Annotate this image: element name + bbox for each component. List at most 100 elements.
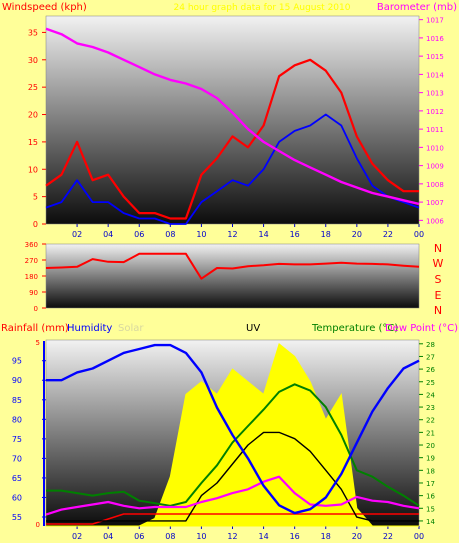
- y-tick-label: 270: [25, 257, 38, 265]
- y-tick-label: 80: [12, 415, 22, 424]
- y-tick-label: 360: [25, 241, 38, 249]
- x-tick-label: 06: [134, 230, 144, 239]
- y-tick-label: 0: [34, 305, 38, 313]
- dewpoint-line: [45, 475, 420, 516]
- y-tick-label: 1011: [426, 126, 444, 134]
- humidity-axis-label: Humidity: [67, 323, 112, 334]
- x-tick-label: 14: [258, 532, 268, 541]
- temperature-axis-label: Temperature (°C): [311, 323, 398, 334]
- average-wind-line: [45, 113, 420, 225]
- y-tick-label: 24: [426, 391, 435, 399]
- humidity-line: [46, 343, 420, 515]
- direction-series: [45, 252, 420, 280]
- y-tick-label: 1017: [426, 17, 444, 25]
- x-tick-label: 14: [258, 230, 268, 239]
- windspeed-line: [45, 58, 419, 220]
- x-tick-label: 18: [321, 230, 331, 239]
- y-tick-label: 25: [28, 83, 38, 92]
- x-tick-label: 06: [134, 532, 144, 541]
- y-tick-label: 28: [426, 341, 435, 349]
- barometer-line: [45, 27, 420, 206]
- y-tick-label: 70: [12, 454, 22, 463]
- y-tick-label: 20: [28, 111, 38, 120]
- direction-y-ticks: 0 90 180 270 360: [25, 241, 46, 313]
- windspeed-series: [45, 27, 420, 225]
- rainfall-tick-label: 0: [36, 521, 40, 529]
- windspeed-plot-area: [45, 15, 420, 225]
- compass-label-n2: N: [434, 304, 442, 317]
- y-tick-label: 21: [426, 429, 435, 437]
- x-tick-label: 00: [414, 230, 424, 239]
- y-tick-label: 180: [25, 273, 38, 281]
- y-tick-label: 5: [33, 193, 38, 202]
- y-tick-label: 1010: [426, 144, 444, 152]
- temperature-y-ticks: 14 15 16 17 18 19 20 21 22 23 24 25 26 27 28: [419, 341, 435, 526]
- temperature-line: [46, 383, 420, 507]
- barometer-y-ticks: 1006 1007 1008 1009 1010 1011 1012 1013 1014 1015…: [419, 17, 444, 225]
- y-tick-label: 60: [12, 493, 22, 502]
- x-tick-label: 08: [165, 532, 175, 541]
- y-tick-label: 1009: [426, 163, 444, 171]
- barometer-axis-label: Barometer (mb): [377, 2, 457, 13]
- x-tick-label: 12: [227, 230, 237, 239]
- x-tick-label: 22: [383, 532, 393, 541]
- y-tick-label: 15: [28, 138, 38, 147]
- y-tick-label: 85: [12, 396, 22, 405]
- direction-plot-area: [45, 243, 420, 309]
- y-tick-label: 19: [426, 455, 435, 463]
- x-tick-label: 10: [196, 532, 206, 541]
- temperature-series: [45, 342, 420, 527]
- y-tick-label: 14: [426, 518, 435, 526]
- y-tick-label: 55: [12, 513, 22, 522]
- compass-label-n: N: [434, 242, 442, 255]
- wind-direction-panel: 0 90 180 270 360 N W S E N: [25, 241, 444, 317]
- y-tick-label: 17: [426, 480, 435, 488]
- y-tick-label: 1015: [426, 53, 444, 61]
- compass-label-s: S: [435, 273, 442, 286]
- compass-label-w: W: [433, 257, 444, 270]
- y-tick-label: 90: [29, 289, 38, 297]
- y-tick-label: 1014: [426, 71, 444, 79]
- wind-direction-line: [45, 252, 420, 280]
- uv-label: UV: [246, 323, 260, 334]
- x-tick-label: 22: [383, 230, 393, 239]
- y-tick-label: 65: [12, 474, 22, 483]
- y-tick-label: 23: [426, 404, 435, 412]
- x-tick-label: 00: [414, 532, 424, 541]
- rainfall-tick-label: 5: [36, 339, 40, 347]
- y-tick-label: 95: [12, 357, 22, 366]
- temperature-panel: 55 60 65 70 75 80 85 90 95 14 15 16 17 18 19 20 21 22 23 2…: [12, 339, 436, 541]
- y-tick-label: 1008: [426, 181, 444, 189]
- y-tick-label: 30: [28, 56, 38, 65]
- windspeed-x-ticks: 02 04 06 08 10 12 14 16 18 20 22 00: [72, 224, 424, 239]
- y-tick-label: 1012: [426, 108, 444, 116]
- x-tick-label: 16: [290, 230, 300, 239]
- x-tick-label: 04: [103, 230, 113, 239]
- y-tick-label: 0: [33, 220, 38, 229]
- x-tick-label: 08: [165, 230, 175, 239]
- x-tick-label: 02: [72, 532, 82, 541]
- y-tick-label: 27: [426, 353, 435, 361]
- y-tick-label: 16: [426, 493, 435, 501]
- y-tick-label: 90: [12, 376, 22, 385]
- x-tick-label: 16: [290, 532, 300, 541]
- rainfall-y-ticks: 05: [36, 339, 45, 529]
- y-tick-label: 10: [28, 165, 38, 174]
- x-tick-label: 04: [103, 532, 113, 541]
- windspeed-y-ticks: 0 5 10 15 20 25 30 35: [28, 28, 46, 229]
- x-tick-label: 18: [321, 532, 331, 541]
- solar-label: Solar: [118, 323, 144, 334]
- chart-title: 24 hour graph data for 15 August 2010: [174, 3, 351, 13]
- y-tick-label: 1013: [426, 90, 444, 98]
- x-tick-label: 20: [352, 230, 362, 239]
- rainfall-line: [46, 513, 419, 525]
- windspeed-axis-label: Windspeed (kph): [2, 2, 87, 13]
- uv-line: [46, 431, 419, 522]
- y-tick-label: 25: [426, 379, 435, 387]
- dewpoint-axis-label: Dew Point (°C): [385, 323, 458, 334]
- y-tick-label: 35: [28, 28, 38, 37]
- rainfall-axis-label: Rainfall (mm): [1, 323, 69, 334]
- compass-labels: N W S E N: [433, 242, 444, 317]
